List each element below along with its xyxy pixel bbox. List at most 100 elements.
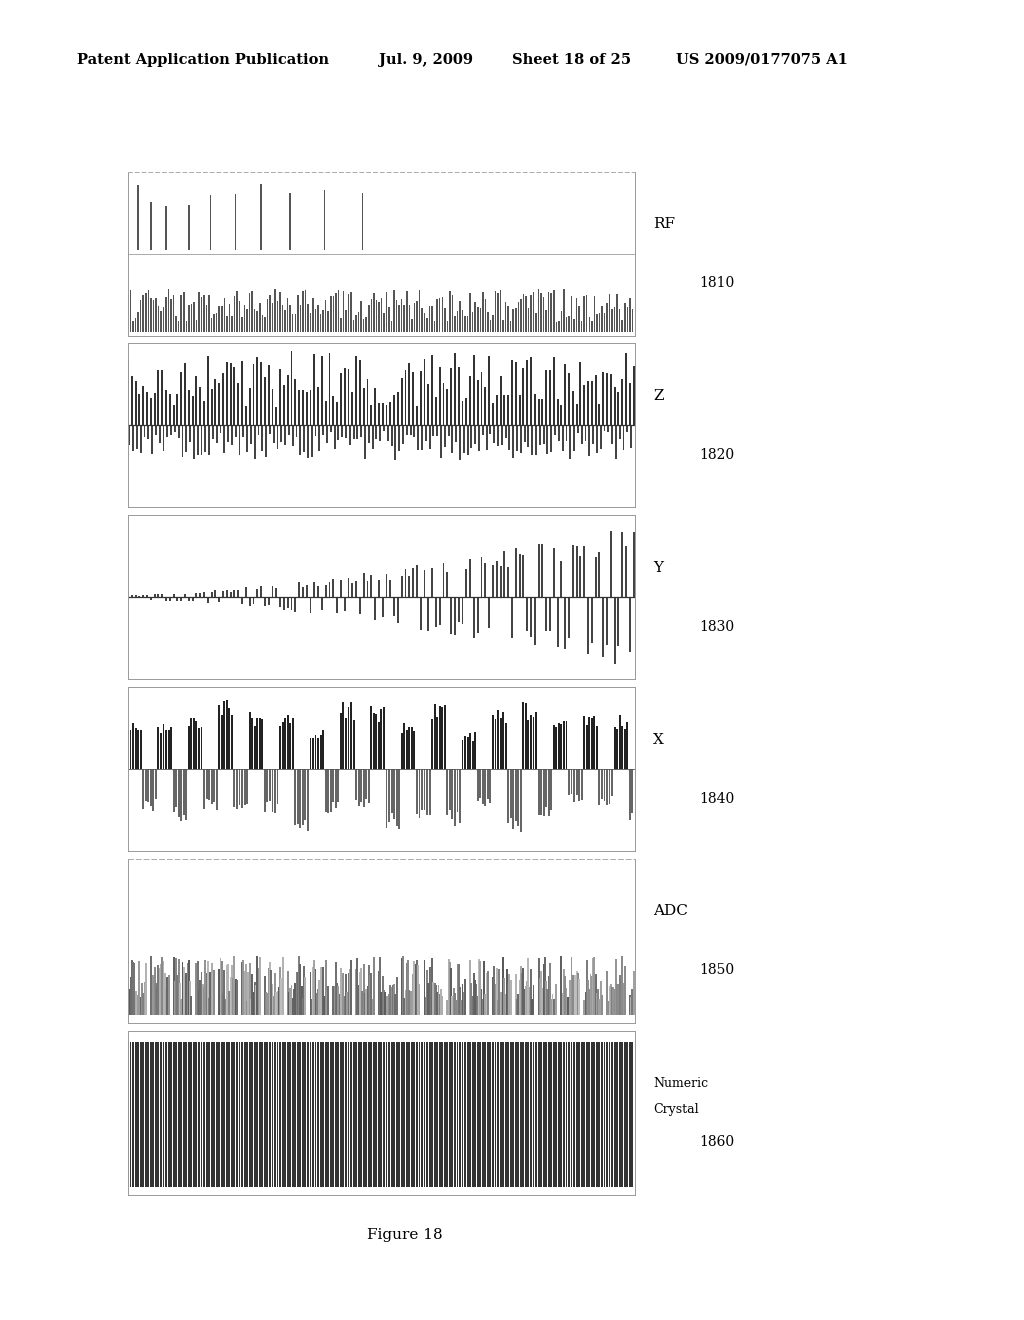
Bar <box>623 983 625 1015</box>
Bar <box>598 1043 600 1187</box>
Bar <box>392 985 394 1015</box>
Bar <box>501 425 503 445</box>
Text: US 2009/0177075 A1: US 2009/0177075 A1 <box>676 53 848 67</box>
Bar <box>409 576 411 597</box>
Bar <box>203 770 205 809</box>
Bar <box>497 999 499 1015</box>
Bar <box>474 979 476 1015</box>
Bar <box>344 368 346 425</box>
Bar <box>469 376 471 425</box>
Bar <box>251 1043 253 1187</box>
Bar <box>352 425 354 440</box>
Bar <box>347 1043 349 1187</box>
Bar <box>127 983 129 1015</box>
Bar <box>233 367 236 425</box>
Bar <box>371 1043 373 1187</box>
Bar <box>530 358 531 425</box>
Bar <box>193 1043 195 1187</box>
Bar <box>226 590 227 597</box>
Bar <box>221 1043 223 1187</box>
Bar <box>442 383 444 425</box>
Bar <box>456 425 457 442</box>
Bar <box>289 1043 291 1187</box>
Bar <box>549 370 551 425</box>
Bar <box>200 981 201 1015</box>
Bar <box>581 321 583 331</box>
Bar <box>302 292 304 331</box>
Bar <box>299 425 301 454</box>
Bar <box>545 770 547 808</box>
Bar <box>218 597 220 602</box>
Bar <box>229 977 231 1015</box>
Bar <box>427 384 429 425</box>
Bar <box>610 375 611 425</box>
Bar <box>388 994 390 1015</box>
Bar <box>142 770 144 809</box>
Bar <box>425 997 427 1015</box>
Bar <box>482 1043 483 1187</box>
Bar <box>386 404 387 425</box>
Bar <box>373 293 375 331</box>
Bar <box>589 425 590 455</box>
Bar <box>342 702 344 770</box>
Bar <box>536 713 537 770</box>
Bar <box>413 372 414 425</box>
Bar <box>581 425 583 444</box>
Bar <box>228 991 230 1015</box>
Bar <box>266 770 268 803</box>
Bar <box>303 966 305 1015</box>
Bar <box>198 727 200 770</box>
Bar <box>244 972 246 1015</box>
Bar <box>369 974 371 1015</box>
Bar <box>424 570 426 597</box>
Bar <box>543 425 545 445</box>
Bar <box>146 595 147 597</box>
Bar <box>261 315 263 331</box>
Bar <box>589 989 590 1015</box>
Bar <box>504 550 505 597</box>
Bar <box>245 405 247 425</box>
Bar <box>340 374 342 425</box>
Bar <box>407 290 408 331</box>
Bar <box>355 1043 357 1187</box>
Bar <box>216 425 218 444</box>
Bar <box>264 318 265 331</box>
Bar <box>313 960 315 1015</box>
Bar <box>218 1043 220 1187</box>
Bar <box>347 708 349 770</box>
Bar <box>462 1043 464 1187</box>
Bar <box>150 770 152 807</box>
Bar <box>502 1043 504 1187</box>
Bar <box>180 597 182 601</box>
Bar <box>424 960 426 1015</box>
Bar <box>348 294 349 331</box>
Bar <box>359 597 360 615</box>
Bar <box>376 1043 377 1187</box>
Bar <box>534 597 536 645</box>
Bar <box>449 770 451 810</box>
Bar <box>254 726 256 770</box>
Bar <box>470 425 472 449</box>
Bar <box>359 972 360 1015</box>
Bar <box>522 294 524 331</box>
Bar <box>472 1043 474 1187</box>
Bar <box>540 970 542 1015</box>
Bar <box>395 770 397 826</box>
Bar <box>337 770 339 803</box>
Bar <box>603 770 605 801</box>
Bar <box>340 1043 342 1187</box>
Bar <box>390 770 392 813</box>
Bar <box>545 370 547 425</box>
Bar <box>610 983 611 1015</box>
Bar <box>467 737 469 770</box>
Bar <box>335 770 337 808</box>
Bar <box>459 1043 461 1187</box>
Bar <box>311 425 312 457</box>
Bar <box>161 594 163 597</box>
Bar <box>413 568 414 597</box>
Bar <box>266 1043 268 1187</box>
Bar <box>221 961 223 1015</box>
Bar <box>558 1043 560 1187</box>
Bar <box>264 597 266 606</box>
Bar <box>138 961 140 1015</box>
